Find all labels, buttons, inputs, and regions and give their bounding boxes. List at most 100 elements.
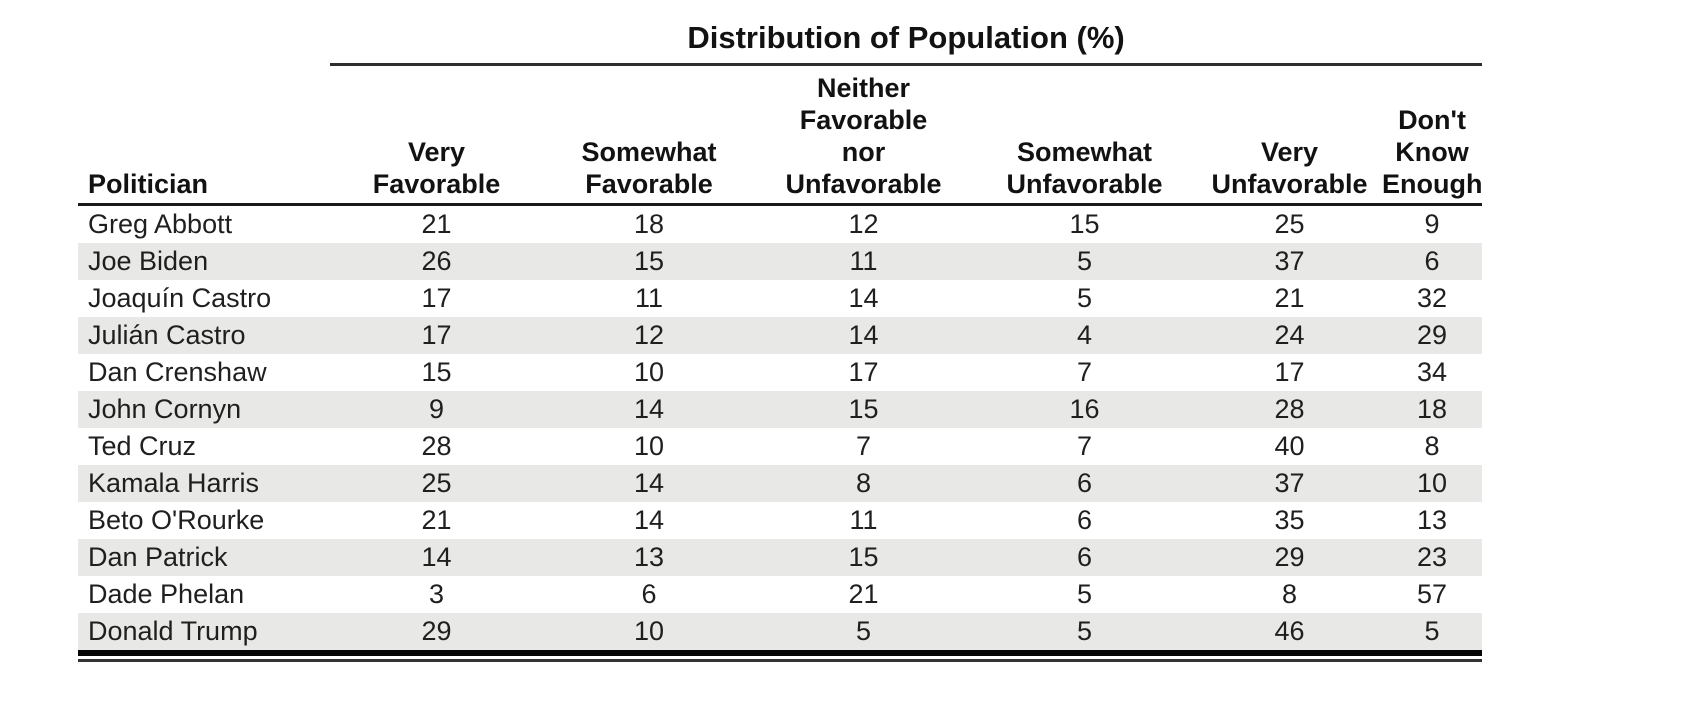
value-cell: 9 bbox=[428, 394, 445, 424]
column-header-very-favorable: Very Favorable bbox=[330, 64, 543, 206]
value-cell: 11 bbox=[634, 283, 664, 313]
value-cell: 15 bbox=[633, 246, 665, 276]
value-cell: 10 bbox=[543, 613, 755, 656]
value-cell: 23 bbox=[1417, 542, 1448, 572]
value-cell: 46 bbox=[1197, 613, 1382, 656]
column-header-somewhat-favorable: Somewhat Favorable bbox=[543, 64, 755, 206]
value-cell: 21 bbox=[1274, 283, 1305, 313]
spanner-row: Distribution of Population (%) bbox=[78, 16, 1483, 66]
value-cell: 21 bbox=[848, 579, 879, 609]
column-header-very-unfavorable: Very Unfavorable bbox=[1197, 64, 1382, 206]
value-cell: 6 bbox=[1076, 542, 1093, 572]
value-cell: 14 bbox=[421, 542, 452, 572]
value-cell: 17 bbox=[421, 283, 452, 313]
value-cell: 5 bbox=[1382, 613, 1483, 656]
value-cell: 6 bbox=[1424, 246, 1440, 276]
value-cell: 14 bbox=[633, 505, 665, 535]
value-cell: 17 bbox=[848, 357, 879, 387]
value-cell: 11 bbox=[849, 505, 878, 535]
table-row-dade-phelan: Dade Phelan 3 6 21 5 8 57 bbox=[78, 576, 1482, 613]
value-cell: 6 bbox=[641, 579, 657, 609]
value-cell: 7 bbox=[1076, 357, 1093, 387]
politician-cell: Dan Crenshaw bbox=[88, 357, 267, 387]
value-cell: 12 bbox=[848, 209, 879, 239]
value-cell: 28 bbox=[1274, 394, 1305, 424]
politician-cell: Greg Abbott bbox=[88, 209, 233, 239]
value-cell: 8 bbox=[1424, 431, 1440, 461]
value-cell: 18 bbox=[633, 209, 665, 239]
value-cell: 29 bbox=[1274, 542, 1305, 572]
value-cell: 15 bbox=[421, 357, 452, 387]
politician-cell: Beto O'Rourke bbox=[88, 505, 265, 535]
header-row: Politician Very Favorable Somewhat Favor… bbox=[78, 64, 1482, 206]
value-cell: 14 bbox=[848, 320, 879, 350]
politician-cell: Joe Biden bbox=[88, 246, 209, 276]
value-cell: 10 bbox=[633, 431, 665, 461]
value-cell: 13 bbox=[633, 542, 665, 572]
value-cell: 14 bbox=[848, 283, 879, 313]
table-row-julian-castro: Julián Castro 17 12 14 4 24 29 bbox=[78, 317, 1483, 354]
value-cell: 17 bbox=[1274, 357, 1305, 387]
table-row-beto-orourke: Beto O'Rourke 21 14 11 6 35 13 bbox=[78, 502, 1482, 539]
favorability-table: Distribution of Population (%) Politicia… bbox=[78, 16, 1482, 656]
politician-cell: Joaquín Castro bbox=[88, 283, 272, 313]
value-cell: 5 bbox=[972, 613, 1197, 656]
value-cell: 5 bbox=[1076, 579, 1093, 609]
politician-cell: John Cornyn bbox=[88, 394, 242, 424]
table-row-donald-trump: Donald Trump 29 10 5 5 46 5 bbox=[78, 613, 1483, 656]
value-cell: 14 bbox=[633, 394, 665, 424]
politician-cell: Dade Phelan bbox=[88, 579, 245, 609]
table-row-dan-crenshaw: Dan Crenshaw 15 10 17 7 17 34 bbox=[78, 354, 1482, 391]
value-cell: 5 bbox=[1076, 246, 1093, 276]
value-cell: 8 bbox=[1281, 579, 1298, 609]
value-cell: 10 bbox=[1417, 468, 1448, 498]
favorability-table-container: Distribution of Population (%) Politicia… bbox=[78, 16, 1482, 662]
value-cell: 13 bbox=[1417, 505, 1448, 535]
politician-cell: Kamala Harris bbox=[88, 468, 260, 498]
column-header-somewhat-unfavorable: Somewhat Unfavorable bbox=[972, 64, 1197, 206]
value-cell: 6 bbox=[1076, 505, 1093, 535]
value-cell: 32 bbox=[1417, 283, 1448, 313]
table-row-dan-patrick: Dan Patrick 14 13 15 6 29 23 bbox=[78, 539, 1483, 576]
value-cell: 28 bbox=[421, 431, 452, 461]
value-cell: 29 bbox=[1417, 320, 1448, 350]
value-cell: 15 bbox=[848, 542, 879, 572]
table-row-greg-abbott: Greg Abbott 21 18 12 15 25 9 bbox=[78, 205, 1482, 244]
value-cell: 25 bbox=[421, 468, 452, 498]
value-cell: 7 bbox=[1076, 431, 1093, 461]
table-row-ted-cruz: Ted Cruz 28 10 7 7 40 8 bbox=[78, 428, 1482, 465]
value-cell: 37 bbox=[1274, 468, 1305, 498]
value-cell: 15 bbox=[1069, 209, 1100, 239]
value-cell: 4 bbox=[1076, 320, 1093, 350]
value-cell: 6 bbox=[1076, 468, 1093, 498]
value-cell: 57 bbox=[1417, 579, 1448, 609]
column-header-dont-know-enough: Don't Know Enough bbox=[1382, 64, 1482, 206]
value-cell: 24 bbox=[1274, 320, 1305, 350]
value-cell: 9 bbox=[1424, 209, 1440, 239]
value-cell: 5 bbox=[755, 613, 972, 656]
value-cell: 40 bbox=[1274, 431, 1305, 461]
value-cell: 15 bbox=[848, 394, 879, 424]
value-cell: 3 bbox=[428, 579, 445, 609]
table-row-kamala-harris: Kamala Harris 25 14 8 6 37 10 bbox=[78, 465, 1483, 502]
table-row-john-cornyn: John Cornyn 9 14 15 16 28 18 bbox=[78, 391, 1483, 428]
value-cell: 11 bbox=[849, 246, 878, 276]
table-body: Greg Abbott 21 18 12 15 25 9 Joe Biden 26 15 11 5 3… bbox=[78, 205, 1483, 656]
value-cell: 34 bbox=[1417, 357, 1448, 387]
value-cell: 21 bbox=[421, 505, 452, 535]
value-cell: 12 bbox=[633, 320, 665, 350]
value-cell: 37 bbox=[1274, 246, 1305, 276]
value-cell: 26 bbox=[421, 246, 452, 276]
value-cell: 18 bbox=[1417, 394, 1448, 424]
value-cell: 29 bbox=[330, 613, 543, 656]
column-header-neither-favorable-nor-unfavorable: Neither Favorable nor Unfavorable bbox=[755, 64, 972, 206]
value-cell: 35 bbox=[1274, 505, 1305, 535]
table-title: Distribution of Population (%) bbox=[330, 16, 1483, 66]
table-row-joe-biden: Joe Biden 26 15 11 5 37 6 bbox=[78, 243, 1483, 280]
politician-cell: Dan Patrick bbox=[88, 542, 228, 572]
table-row-joaquin-castro: Joaquín Castro 17 11 14 5 21 32 bbox=[78, 280, 1482, 317]
value-cell: 16 bbox=[1069, 394, 1100, 424]
value-cell: 14 bbox=[633, 468, 665, 498]
value-cell: 21 bbox=[421, 209, 452, 239]
